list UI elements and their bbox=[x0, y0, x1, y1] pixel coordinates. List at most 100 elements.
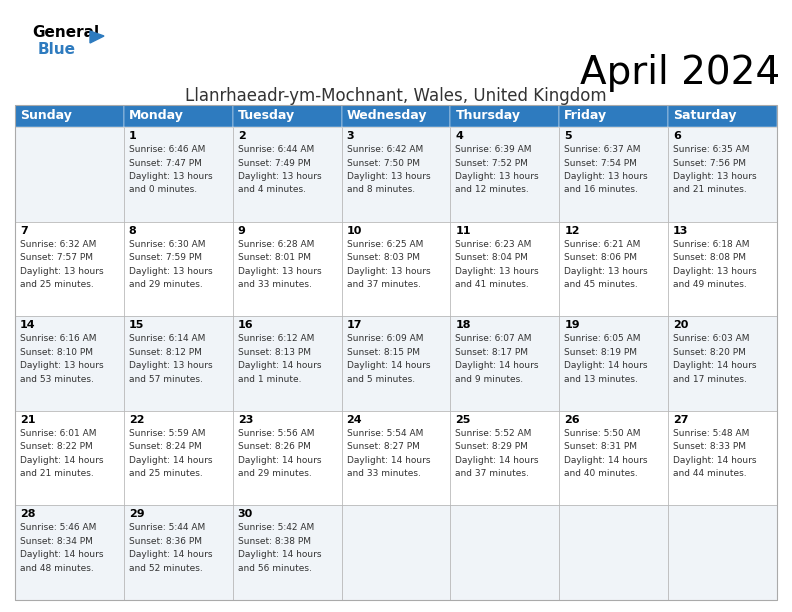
Bar bbox=[559, 222, 668, 316]
Text: Sunset: 8:29 PM: Sunset: 8:29 PM bbox=[455, 442, 528, 451]
Text: 13: 13 bbox=[673, 226, 688, 236]
Text: Sunrise: 6:25 AM: Sunrise: 6:25 AM bbox=[347, 240, 423, 248]
Text: Sunrise: 6:09 AM: Sunrise: 6:09 AM bbox=[347, 334, 423, 343]
Text: Daylight: 14 hours: Daylight: 14 hours bbox=[564, 456, 648, 465]
Text: Sunset: 8:19 PM: Sunset: 8:19 PM bbox=[564, 348, 638, 357]
Bar bbox=[15, 411, 124, 506]
Text: Sunrise: 5:42 AM: Sunrise: 5:42 AM bbox=[238, 523, 314, 532]
Text: Sunrise: 6:21 AM: Sunrise: 6:21 AM bbox=[564, 240, 641, 248]
Bar bbox=[124, 411, 233, 506]
Text: and 33 minutes.: and 33 minutes. bbox=[347, 469, 421, 479]
Text: Sunrise: 5:50 AM: Sunrise: 5:50 AM bbox=[564, 429, 641, 438]
Text: and 4 minutes.: and 4 minutes. bbox=[238, 185, 306, 195]
Text: Sunset: 8:06 PM: Sunset: 8:06 PM bbox=[564, 253, 638, 262]
Text: Sunset: 8:31 PM: Sunset: 8:31 PM bbox=[564, 442, 638, 451]
Text: Sunset: 7:59 PM: Sunset: 7:59 PM bbox=[129, 253, 202, 262]
Text: Sunset: 8:22 PM: Sunset: 8:22 PM bbox=[20, 442, 93, 451]
Text: and 41 minutes.: and 41 minutes. bbox=[455, 280, 529, 289]
Bar bbox=[559, 127, 668, 222]
Text: Sunrise: 6:12 AM: Sunrise: 6:12 AM bbox=[238, 334, 314, 343]
Text: and 49 minutes.: and 49 minutes. bbox=[673, 280, 747, 289]
Bar bbox=[233, 127, 341, 222]
Text: and 0 minutes.: and 0 minutes. bbox=[129, 185, 197, 195]
Bar bbox=[668, 316, 777, 411]
Text: Daylight: 14 hours: Daylight: 14 hours bbox=[673, 456, 756, 465]
Text: and 33 minutes.: and 33 minutes. bbox=[238, 280, 311, 289]
Bar bbox=[15, 127, 124, 222]
Text: Sunset: 8:12 PM: Sunset: 8:12 PM bbox=[129, 348, 202, 357]
Bar bbox=[233, 222, 341, 316]
Text: and 13 minutes.: and 13 minutes. bbox=[564, 375, 638, 384]
Text: Sunset: 8:15 PM: Sunset: 8:15 PM bbox=[347, 348, 420, 357]
Text: April 2024: April 2024 bbox=[580, 54, 780, 92]
Text: Daylight: 13 hours: Daylight: 13 hours bbox=[20, 361, 104, 370]
Text: and 16 minutes.: and 16 minutes. bbox=[564, 185, 638, 195]
Text: 21: 21 bbox=[20, 415, 36, 425]
Bar bbox=[341, 222, 451, 316]
Text: Daylight: 14 hours: Daylight: 14 hours bbox=[238, 456, 322, 465]
Bar bbox=[559, 105, 668, 127]
Text: Tuesday: Tuesday bbox=[238, 110, 295, 122]
Text: Sunrise: 5:46 AM: Sunrise: 5:46 AM bbox=[20, 523, 97, 532]
Text: Sunrise: 6:42 AM: Sunrise: 6:42 AM bbox=[347, 145, 423, 154]
Text: Llanrhaeadr-ym-Mochnant, Wales, United Kingdom: Llanrhaeadr-ym-Mochnant, Wales, United K… bbox=[185, 87, 607, 105]
Text: Sunrise: 5:48 AM: Sunrise: 5:48 AM bbox=[673, 429, 749, 438]
Bar bbox=[668, 411, 777, 506]
Bar bbox=[124, 127, 233, 222]
Text: and 12 minutes.: and 12 minutes. bbox=[455, 185, 529, 195]
Text: Sunrise: 6:37 AM: Sunrise: 6:37 AM bbox=[564, 145, 641, 154]
Text: Daylight: 13 hours: Daylight: 13 hours bbox=[673, 172, 757, 181]
Text: Daylight: 13 hours: Daylight: 13 hours bbox=[673, 267, 757, 275]
Bar bbox=[668, 127, 777, 222]
Text: Daylight: 14 hours: Daylight: 14 hours bbox=[238, 550, 322, 559]
Text: Sunset: 7:57 PM: Sunset: 7:57 PM bbox=[20, 253, 93, 262]
Text: Daylight: 14 hours: Daylight: 14 hours bbox=[347, 361, 430, 370]
Text: Sunset: 8:13 PM: Sunset: 8:13 PM bbox=[238, 348, 310, 357]
Text: and 5 minutes.: and 5 minutes. bbox=[347, 375, 415, 384]
Text: Blue: Blue bbox=[38, 42, 76, 57]
Bar bbox=[15, 316, 124, 411]
Text: Sunrise: 6:39 AM: Sunrise: 6:39 AM bbox=[455, 145, 532, 154]
Text: 25: 25 bbox=[455, 415, 470, 425]
Text: and 25 minutes.: and 25 minutes. bbox=[129, 469, 203, 479]
Text: Sunrise: 6:35 AM: Sunrise: 6:35 AM bbox=[673, 145, 750, 154]
Polygon shape bbox=[90, 31, 104, 43]
Bar bbox=[15, 105, 124, 127]
Bar bbox=[341, 105, 451, 127]
Bar bbox=[451, 222, 559, 316]
Text: and 29 minutes.: and 29 minutes. bbox=[129, 280, 203, 289]
Text: Sunrise: 5:59 AM: Sunrise: 5:59 AM bbox=[129, 429, 205, 438]
Text: Sunset: 8:38 PM: Sunset: 8:38 PM bbox=[238, 537, 310, 546]
Bar bbox=[559, 316, 668, 411]
Text: Sunrise: 6:32 AM: Sunrise: 6:32 AM bbox=[20, 240, 97, 248]
Text: Daylight: 13 hours: Daylight: 13 hours bbox=[455, 267, 539, 275]
Text: 1: 1 bbox=[129, 131, 136, 141]
Text: and 48 minutes.: and 48 minutes. bbox=[20, 564, 93, 573]
Text: 9: 9 bbox=[238, 226, 246, 236]
Text: Daylight: 13 hours: Daylight: 13 hours bbox=[238, 267, 322, 275]
Text: 23: 23 bbox=[238, 415, 253, 425]
Text: 16: 16 bbox=[238, 320, 253, 330]
Text: Sunset: 8:03 PM: Sunset: 8:03 PM bbox=[347, 253, 420, 262]
Bar bbox=[233, 411, 341, 506]
Text: Sunset: 8:34 PM: Sunset: 8:34 PM bbox=[20, 537, 93, 546]
Text: Sunset: 7:54 PM: Sunset: 7:54 PM bbox=[564, 159, 637, 168]
Text: 24: 24 bbox=[347, 415, 362, 425]
Text: Sunset: 7:52 PM: Sunset: 7:52 PM bbox=[455, 159, 528, 168]
Bar bbox=[451, 316, 559, 411]
Bar bbox=[124, 222, 233, 316]
Text: Daylight: 14 hours: Daylight: 14 hours bbox=[455, 456, 539, 465]
Text: 14: 14 bbox=[20, 320, 36, 330]
Text: 17: 17 bbox=[347, 320, 362, 330]
Text: and 37 minutes.: and 37 minutes. bbox=[455, 469, 529, 479]
Text: and 37 minutes.: and 37 minutes. bbox=[347, 280, 421, 289]
Text: 12: 12 bbox=[564, 226, 580, 236]
Text: Sunset: 8:27 PM: Sunset: 8:27 PM bbox=[347, 442, 420, 451]
Text: Daylight: 14 hours: Daylight: 14 hours bbox=[129, 456, 212, 465]
Text: Sunrise: 6:18 AM: Sunrise: 6:18 AM bbox=[673, 240, 750, 248]
Text: Daylight: 13 hours: Daylight: 13 hours bbox=[347, 172, 430, 181]
Text: 6: 6 bbox=[673, 131, 681, 141]
Bar bbox=[341, 316, 451, 411]
Text: Sunset: 8:04 PM: Sunset: 8:04 PM bbox=[455, 253, 528, 262]
Text: Daylight: 14 hours: Daylight: 14 hours bbox=[347, 456, 430, 465]
